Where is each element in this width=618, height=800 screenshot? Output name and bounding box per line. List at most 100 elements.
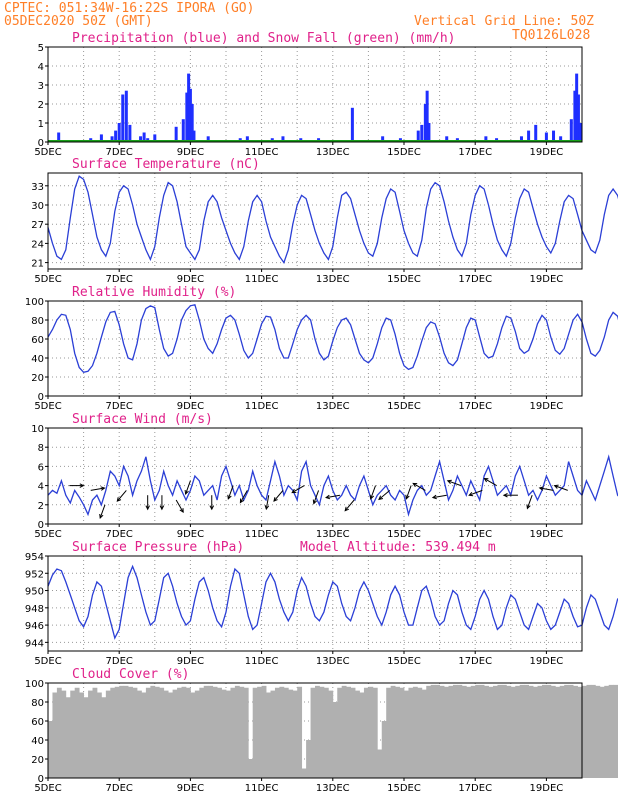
wind-arrow-head xyxy=(179,508,184,514)
wind-arrow-head xyxy=(538,486,544,491)
cloud-date-label: 11DEC xyxy=(245,783,279,794)
cloud-bar xyxy=(159,687,165,778)
wind-arrow-head xyxy=(79,483,85,488)
precip-bar xyxy=(192,130,196,142)
cloud-bar xyxy=(355,690,360,778)
cloud-bar xyxy=(528,685,534,778)
rh-title: Relative Humidity (%) xyxy=(72,285,236,300)
precip-bar xyxy=(445,136,449,142)
wind-arrow-head xyxy=(483,478,489,483)
pres-frame xyxy=(47,555,583,652)
wind-date-label: 9DEC xyxy=(177,529,204,540)
precip-ytick-label: 2 xyxy=(38,100,44,111)
cloud-bar xyxy=(470,685,476,778)
cloud-bar xyxy=(270,690,276,778)
pres-date-label: 17DEC xyxy=(458,656,492,667)
precip-ytick-label: 3 xyxy=(38,81,44,92)
cloud-bar xyxy=(417,687,423,778)
wind-date-label: 11DEC xyxy=(245,529,279,540)
wind-ytick-label: 4 xyxy=(38,482,44,493)
wind-arrow-head xyxy=(378,495,384,501)
cloud-bar xyxy=(497,684,503,778)
cloud-bar xyxy=(568,684,574,778)
cloud-ytick-label: 40 xyxy=(31,736,44,747)
wind-arrow-head xyxy=(325,494,331,500)
cloud-bar xyxy=(493,685,498,778)
cloud-bar xyxy=(524,684,529,778)
cloud-bar xyxy=(88,690,93,778)
rh-date-label: 9DEC xyxy=(177,401,204,412)
header-model: TQ0126L028 xyxy=(512,28,590,43)
cloud-bar xyxy=(399,687,405,778)
wind-arrow-head xyxy=(312,499,318,505)
cloud-bar xyxy=(564,684,570,778)
precip-date-label: 15DEC xyxy=(387,147,421,158)
precip-bar xyxy=(420,124,424,142)
wind-arrow-head xyxy=(369,494,375,500)
temp-ytick-label: 30 xyxy=(31,201,44,212)
temp-ytick-label: 21 xyxy=(31,259,44,270)
rh-ytick-label: 80 xyxy=(31,316,44,327)
wind-date-label: 19DEC xyxy=(530,529,564,540)
cloud-bar xyxy=(479,684,485,778)
cloud-bar xyxy=(363,687,369,778)
temp-date-label: 7DEC xyxy=(106,274,133,285)
temp-date-label: 11DEC xyxy=(245,274,279,285)
wind-arrow-head xyxy=(502,492,508,498)
cloud-bar xyxy=(332,702,338,778)
temp-panel: 21 24 27 30 33 5DEC 7DEC 9DEC 11DEC 13DEC 15DEC 17D… xyxy=(31,172,618,285)
precip-date-label: 5DEC xyxy=(34,147,61,158)
precip-bar xyxy=(575,73,579,142)
cloud-bar xyxy=(79,692,84,778)
wind-arrow xyxy=(539,487,554,491)
wind-arrow xyxy=(447,480,462,487)
precip-bar xyxy=(519,136,523,142)
wind-arrow-head xyxy=(116,497,122,502)
precip-bar xyxy=(569,119,573,142)
cloud-bar xyxy=(519,684,525,778)
wind-arrow xyxy=(265,495,270,510)
precip-date-label: 17DEC xyxy=(458,147,492,158)
wind-arrow xyxy=(273,490,284,502)
cloud-bar xyxy=(315,685,320,778)
cloud-bar xyxy=(168,692,173,778)
cloud-bar xyxy=(163,690,169,778)
wind-arrow xyxy=(185,480,191,495)
cloud-bar xyxy=(292,690,298,778)
precip-bar xyxy=(281,136,285,142)
wind-ytick-label: 0 xyxy=(38,520,44,531)
cloud-bar xyxy=(123,685,129,778)
cloud-bar xyxy=(452,684,458,778)
wind-frame xyxy=(47,427,583,525)
pres-ytick-label: 948 xyxy=(25,604,44,615)
wind-arrow xyxy=(554,485,568,491)
cloud-bar xyxy=(257,686,262,778)
precip-bar xyxy=(124,90,128,142)
cloud-bar xyxy=(608,684,614,778)
precip-bar xyxy=(187,73,191,142)
cloud-bar xyxy=(457,684,463,778)
rh-ytick-label: 100 xyxy=(25,297,44,308)
rh-ytick-label: 20 xyxy=(31,373,44,384)
pres-date-label: 7DEC xyxy=(106,656,133,667)
cloud-bar xyxy=(154,686,160,778)
cloud-bar xyxy=(426,685,432,778)
cloud-bar xyxy=(128,686,133,778)
cloud-bar xyxy=(145,687,151,778)
wind-arrow-head xyxy=(405,494,410,500)
cloud-bar xyxy=(92,687,98,778)
rh-date-label: 11DEC xyxy=(245,401,279,412)
precip-bar xyxy=(188,88,192,142)
wind-arrow-head xyxy=(264,505,270,511)
wind-arrow-head xyxy=(553,484,559,489)
cloud-bar xyxy=(461,685,467,778)
precip-panel: 0 1 2 3 4 5 5DEC 7DEC 9DEC 11DEC 13DEC 15DEC 17DEC 19… xyxy=(34,43,583,158)
pres-title: Surface Pressure (hPa) xyxy=(72,540,244,555)
cloud-bar xyxy=(359,692,365,778)
rh-ytick-label: 0 xyxy=(38,392,44,403)
cloud-bar xyxy=(65,697,71,778)
cloud-bar xyxy=(421,689,427,778)
cloud-bar xyxy=(301,768,307,778)
cloud-bar xyxy=(56,687,62,778)
precip-bar xyxy=(544,132,548,142)
